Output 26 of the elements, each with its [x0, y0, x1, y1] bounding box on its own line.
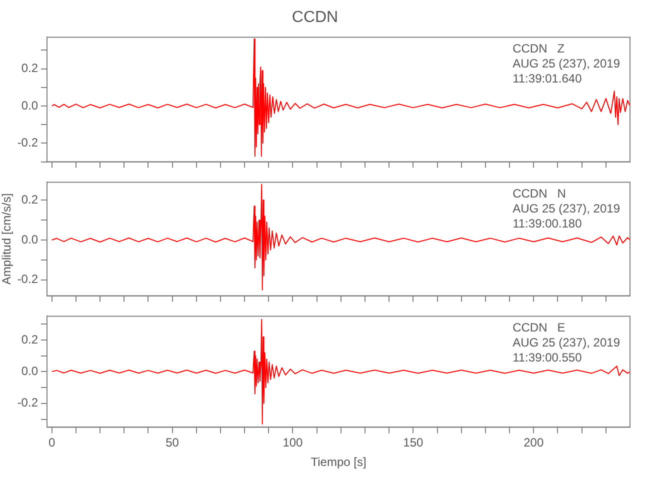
x-tick-label: 0	[48, 436, 56, 450]
x-tick-label: 50	[166, 436, 180, 450]
y-tick-label: 0.2	[21, 332, 38, 346]
annotation: 11:39:00.180	[512, 216, 582, 231]
x-tick-label: 150	[403, 436, 424, 450]
x-tick-label: 100	[282, 436, 304, 450]
x-axis-title: Tiempo [s]	[310, 455, 366, 470]
annotation: AUG 25 (237), 2019	[512, 202, 620, 216]
annotation: CCDN E	[512, 320, 566, 335]
y-tick-label: -0.2	[17, 272, 38, 286]
annotation: AUG 25 (237), 2019	[512, 336, 620, 350]
y-tick-label: 0.0	[21, 232, 38, 246]
y-tick-label: 0.2	[21, 192, 38, 206]
annotation: 11:39:00.550	[512, 350, 582, 365]
y-tick-label: 0.2	[21, 61, 38, 76]
annotation: AUG 25 (237), 2019	[512, 56, 620, 71]
y-axis-title: Amplitud [cm/s/s]	[0, 193, 14, 285]
y-tick-label: -0.2	[17, 396, 38, 410]
annotation: CCDN Z	[512, 42, 565, 56]
y-tick-label: 0.0	[21, 98, 38, 112]
x-tick-label: 200	[524, 436, 544, 450]
annotation: CCDN N	[512, 186, 566, 201]
annotation: 11:39:01.640	[512, 72, 582, 86]
y-tick-label: 0.0	[21, 364, 38, 378]
y-tick-label: -0.2	[17, 136, 38, 150]
chart-title: CCDN	[292, 9, 338, 26]
